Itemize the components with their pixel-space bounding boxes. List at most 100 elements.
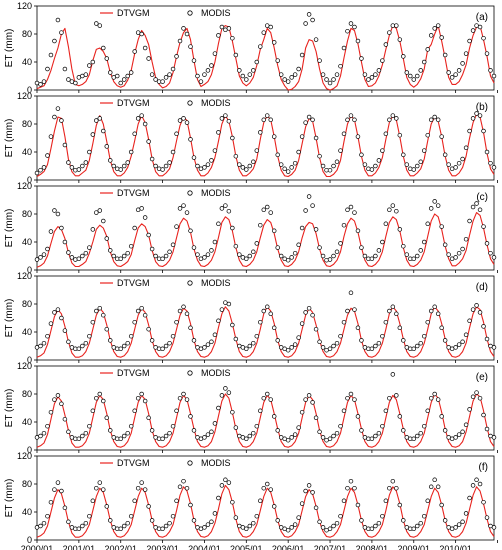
data-point-modis (55, 17, 61, 23)
data-point-modis (341, 45, 347, 51)
data-point-modis (477, 113, 483, 118)
legend-marker-swatch (187, 460, 193, 466)
data-point-modis (453, 72, 458, 77)
data-point-modis (45, 153, 50, 158)
data-point-modis (251, 520, 256, 526)
data-point-modis (163, 75, 169, 80)
data-point-modis (142, 487, 148, 492)
data-point-modis (278, 162, 284, 167)
data-point-modis (118, 80, 123, 86)
data-point-modis (160, 256, 165, 262)
data-point-modis (299, 134, 305, 139)
data-point-modis (94, 210, 99, 215)
data-point-modis (484, 149, 490, 155)
data-point-modis (310, 490, 315, 495)
data-point-modis (463, 422, 469, 428)
data-point-modis (320, 525, 326, 530)
data-point-modis (254, 59, 260, 65)
data-point-modis (230, 409, 235, 415)
data-point-modis (313, 326, 319, 332)
data-point-modis (188, 228, 193, 234)
data-point-modis (139, 480, 144, 485)
data-point-modis (428, 33, 434, 38)
data-point-modis (467, 407, 472, 412)
data-point-modis (114, 73, 120, 79)
data-point-modis (373, 72, 378, 77)
data-point-modis (275, 338, 280, 343)
legend-marker-swatch (187, 280, 193, 286)
data-point-modis (313, 135, 319, 141)
data-point-modis (338, 513, 343, 519)
data-point-modis (261, 30, 267, 35)
data-point-modis (83, 72, 89, 77)
data-point-modis (296, 66, 301, 72)
series-line-dtvgm (36, 306, 495, 358)
data-point-modis (404, 162, 410, 167)
data-point-modis (435, 484, 441, 490)
data-point-modis (219, 116, 225, 121)
data-point-modis (484, 51, 490, 56)
series-line-dtvgm (36, 484, 495, 538)
data-point-modis (275, 428, 280, 433)
data-point-modis (128, 333, 134, 339)
y-tick-label: 0 (27, 535, 32, 545)
data-point-modis (41, 430, 47, 436)
data-point-modis (223, 477, 228, 483)
data-point-modis (244, 256, 249, 262)
data-point-modis (460, 519, 465, 525)
x-tick-label: 2003/01 (146, 544, 179, 550)
data-point-modis (226, 208, 232, 214)
data-point-modis (373, 253, 378, 259)
data-point-modis (369, 75, 375, 80)
data-point-modis (411, 256, 417, 262)
data-point-modis (268, 117, 273, 123)
data-point-modis (355, 228, 361, 234)
y-tick-label: 120 (17, 361, 32, 371)
data-point-modis (435, 311, 441, 317)
data-point-modis (432, 391, 437, 397)
data-point-modis (38, 255, 43, 260)
legend-label-modis: MODIS (201, 8, 231, 18)
data-point-modis (296, 515, 301, 520)
data-point-modis (439, 502, 444, 508)
data-point-modis (397, 502, 403, 508)
data-point-modis (453, 525, 458, 530)
data-point-modis (59, 488, 64, 494)
y-tick-label: 80 (22, 299, 32, 309)
data-point-modis (38, 82, 43, 87)
data-point-modis (345, 395, 350, 401)
data-point-modis (45, 246, 50, 252)
data-point-modis (163, 343, 169, 349)
data-point-modis (491, 525, 497, 530)
data-point-modis (163, 163, 169, 169)
data-point-modis (45, 333, 50, 339)
data-point-modis (139, 206, 144, 211)
x-tick-label: 2001/01 (63, 544, 96, 550)
data-point-modis (390, 113, 396, 118)
data-point-modis (205, 162, 211, 167)
y-tick-label: 40 (22, 417, 32, 427)
data-point-modis (149, 338, 155, 343)
data-point-modis (415, 433, 420, 439)
data-point-modis (76, 167, 82, 172)
data-point-modis (425, 408, 430, 414)
data-point-modis (212, 148, 218, 153)
data-point-modis (69, 165, 75, 170)
data-point-modis (163, 523, 169, 529)
data-point-modis (352, 485, 357, 491)
data-point-modis (125, 250, 130, 256)
data-point-modis (435, 203, 441, 208)
data-point-modis (146, 326, 151, 332)
data-point-modis (380, 513, 385, 519)
data-point-modis (488, 160, 493, 166)
data-point-modis (331, 163, 336, 169)
data-point-modis (376, 248, 382, 253)
data-point-modis (467, 495, 472, 501)
data-point-modis (247, 253, 253, 259)
data-point-modis (125, 430, 130, 436)
data-point-modis (390, 203, 396, 208)
data-point-modis (87, 513, 92, 519)
data-point-modis (334, 72, 340, 77)
data-point-modis (383, 42, 389, 47)
data-point-modis (271, 504, 277, 509)
